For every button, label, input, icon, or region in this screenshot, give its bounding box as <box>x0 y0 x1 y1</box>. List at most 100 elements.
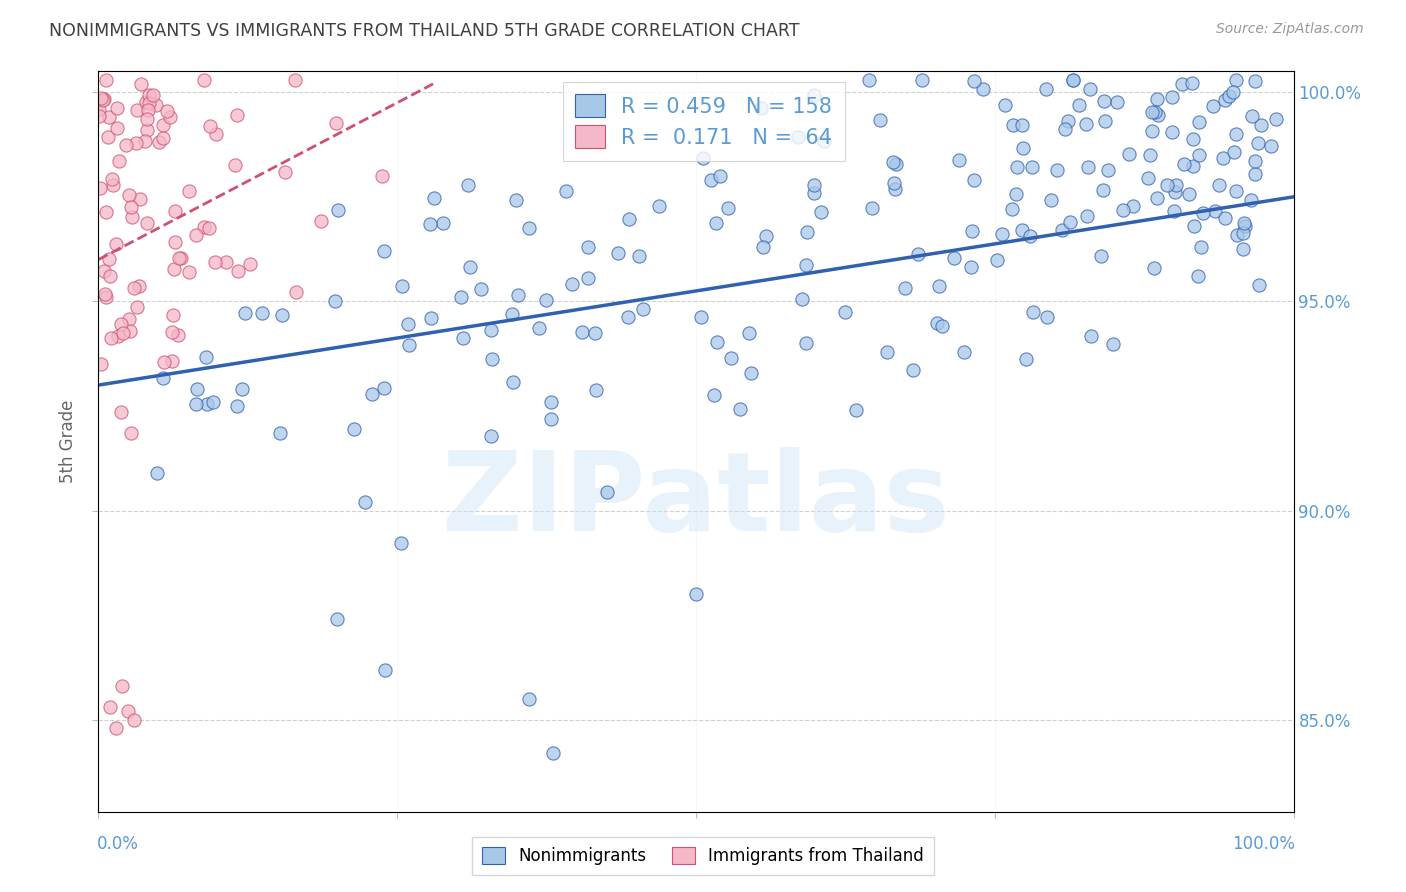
Point <box>96 291 118 305</box>
Point <box>111 679 134 693</box>
Point <box>451 330 474 344</box>
Point <box>165 235 187 250</box>
Point <box>1208 178 1230 193</box>
Point <box>1202 98 1225 112</box>
Point <box>692 152 714 166</box>
Point <box>706 335 728 350</box>
Point <box>163 261 186 276</box>
Point <box>270 308 292 322</box>
Point <box>284 72 307 87</box>
Point <box>882 154 904 169</box>
Point <box>953 345 976 359</box>
Point <box>1192 206 1215 220</box>
Point <box>148 135 170 149</box>
Point <box>373 244 395 259</box>
Point <box>519 221 541 235</box>
Point <box>1035 310 1057 325</box>
Point <box>1161 125 1184 139</box>
Point <box>120 426 142 441</box>
Point <box>160 325 183 339</box>
Point <box>876 345 898 359</box>
Point <box>962 224 984 238</box>
Point <box>105 237 128 252</box>
Point <box>94 72 117 87</box>
Point <box>1076 209 1098 223</box>
Point <box>1164 186 1187 200</box>
Text: 100.0%: 100.0% <box>1232 836 1295 854</box>
Point <box>1173 156 1195 170</box>
Point <box>1160 90 1182 104</box>
Point <box>963 74 986 88</box>
Point <box>1225 72 1247 87</box>
Point <box>138 96 160 111</box>
Text: Source: ZipAtlas.com: Source: ZipAtlas.com <box>1216 22 1364 37</box>
Point <box>1225 127 1247 141</box>
Point <box>458 260 481 275</box>
Point <box>129 78 152 92</box>
Point <box>1244 73 1267 87</box>
Point <box>738 326 761 340</box>
Point <box>450 290 472 304</box>
Point <box>1144 104 1167 119</box>
Point <box>1105 95 1128 110</box>
Point <box>1011 223 1033 237</box>
Point <box>107 121 129 136</box>
Point <box>163 204 186 219</box>
Point <box>595 484 617 499</box>
Point <box>162 308 184 322</box>
Point <box>354 495 377 509</box>
Point <box>91 93 114 107</box>
Point <box>1015 352 1038 367</box>
Point <box>343 422 366 436</box>
Point <box>554 185 576 199</box>
Point <box>1212 151 1234 165</box>
Point <box>361 387 384 401</box>
Point <box>326 612 349 626</box>
Point <box>152 118 174 132</box>
Point <box>506 288 529 302</box>
Point <box>585 383 607 397</box>
Point <box>717 201 740 215</box>
Point <box>1181 160 1204 174</box>
Point <box>845 403 868 417</box>
Point <box>751 240 773 254</box>
Point <box>1163 204 1185 219</box>
Point <box>457 178 479 193</box>
Point <box>125 136 148 150</box>
Point <box>107 101 129 115</box>
Point <box>389 535 412 549</box>
Point <box>1226 227 1249 242</box>
Point <box>633 301 655 316</box>
Point <box>860 202 883 216</box>
Point <box>972 82 994 96</box>
Point <box>231 382 253 396</box>
Point <box>420 311 443 326</box>
Point <box>1094 113 1116 128</box>
Point <box>1191 239 1213 253</box>
Point <box>928 279 950 293</box>
Point <box>226 399 249 413</box>
Point <box>749 101 772 115</box>
Point <box>1232 226 1254 240</box>
Point <box>107 328 129 343</box>
Point <box>422 191 444 205</box>
Point <box>152 131 174 145</box>
Point <box>110 318 132 332</box>
Point <box>1074 117 1097 131</box>
Point <box>1177 187 1199 202</box>
Point <box>238 257 260 271</box>
Point <box>517 691 540 706</box>
Point <box>1140 123 1163 137</box>
Point <box>479 429 502 443</box>
Point <box>1156 178 1178 192</box>
Point <box>1062 72 1084 87</box>
Point <box>884 157 907 171</box>
Point <box>959 260 981 274</box>
Point <box>790 292 813 306</box>
Point <box>1062 72 1084 87</box>
Point <box>1097 163 1119 178</box>
Point <box>177 184 200 198</box>
Point <box>98 268 121 283</box>
Point <box>1187 269 1209 284</box>
Point <box>1118 147 1140 161</box>
